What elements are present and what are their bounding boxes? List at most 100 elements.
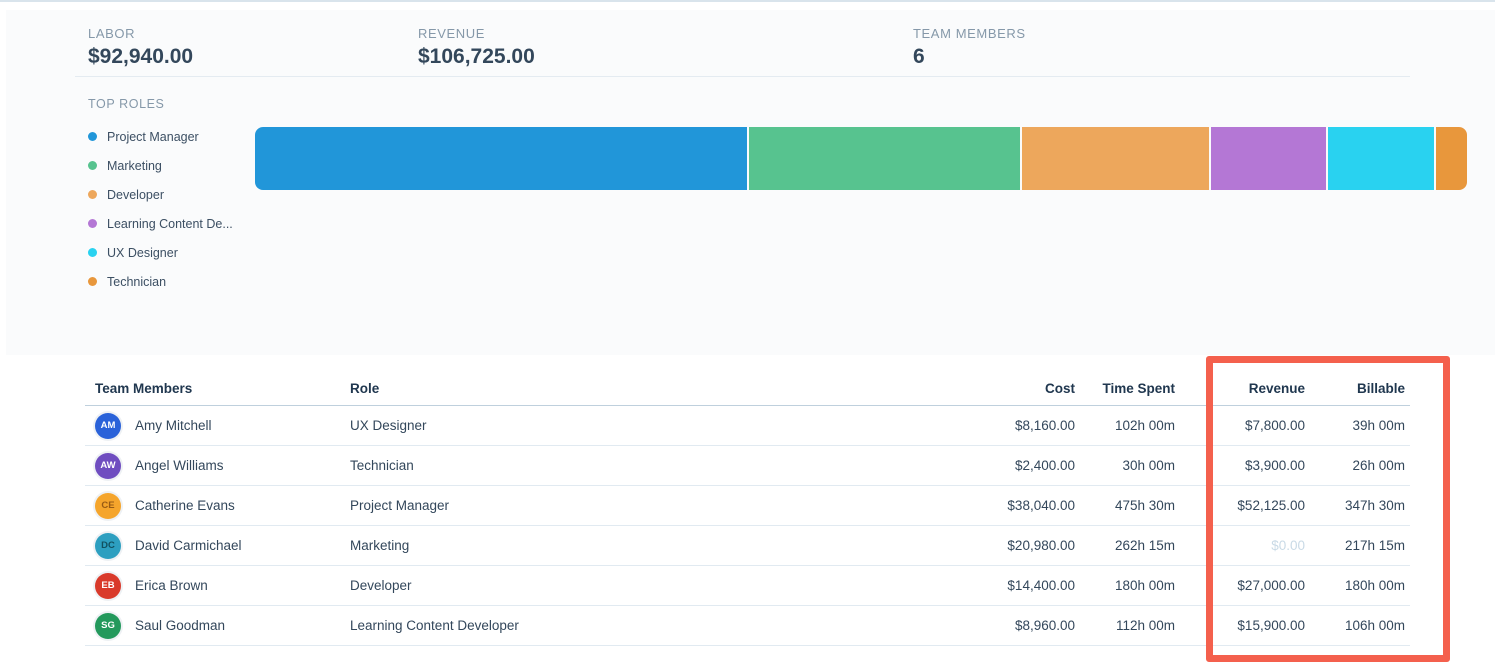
- stat-labor-label: LABOR: [88, 26, 136, 41]
- time-spent-cell: 102h 00m: [1114, 418, 1175, 433]
- role-cell: Developer: [350, 578, 412, 593]
- legend-item: Developer: [88, 180, 233, 209]
- member-cell: AW Angel Williams: [95, 452, 350, 479]
- member-name: Amy Mitchell: [135, 418, 212, 433]
- member-cell: EB Erica Brown: [95, 572, 350, 599]
- stat-revenue-label: REVENUE: [418, 26, 486, 41]
- member-name: Erica Brown: [135, 578, 208, 593]
- role-cell: Marketing: [350, 538, 410, 553]
- billable-cell: 26h 00m: [1352, 458, 1405, 473]
- avatar: SG: [95, 612, 121, 639]
- legend-label: Marketing: [107, 158, 162, 173]
- time-spent-cell: 112h 00m: [1115, 618, 1175, 633]
- member-name: Saul Goodman: [135, 618, 226, 633]
- time-spent-cell: 180h 00m: [1114, 578, 1175, 593]
- billable-cell: 39h 00m: [1352, 418, 1405, 433]
- cost-cell: $8,960.00: [1014, 618, 1075, 633]
- legend-item: Learning Content De...: [88, 209, 233, 238]
- legend-label: UX Designer: [107, 245, 178, 260]
- column-header-team-members[interactable]: Team Members: [95, 380, 193, 396]
- legend-label: Technician: [107, 274, 167, 289]
- billable-cell: 217h 15m: [1344, 538, 1405, 553]
- column-header-role[interactable]: Role: [350, 380, 380, 396]
- role-color-dot: [88, 248, 97, 257]
- column-header-cost[interactable]: Cost: [1045, 380, 1075, 396]
- avatar: EB: [95, 572, 121, 599]
- revenue-cell: $7,800.00: [1244, 418, 1305, 433]
- stat-revenue: REVENUE $106,725.00: [418, 26, 535, 69]
- role-color-dot: [88, 190, 97, 199]
- legend-label: Project Manager: [107, 129, 199, 144]
- cost-cell: $38,040.00: [1007, 498, 1075, 513]
- avatar: DC: [95, 532, 121, 559]
- table-row[interactable]: AM Amy Mitchell UX Designer $8,160.00 102h 0…: [85, 406, 1410, 446]
- bar-segment-developer[interactable]: [1022, 127, 1209, 190]
- stats-divider: [75, 76, 1410, 77]
- top-border: [0, 0, 1495, 2]
- revenue-cell: $27,000.00: [1237, 578, 1305, 593]
- column-header-revenue[interactable]: Revenue: [1248, 380, 1305, 396]
- legend-item: Marketing: [88, 151, 233, 180]
- role-cell: Learning Content Developer: [350, 618, 519, 633]
- roles-stacked-bar: [255, 127, 1468, 190]
- avatar: AM: [95, 412, 121, 439]
- time-spent-cell: 262h 15m: [1114, 538, 1175, 553]
- member-name: David Carmichael: [135, 538, 242, 553]
- legend-item: UX Designer: [88, 238, 233, 267]
- stat-team-members-label: TEAM MEMBERS: [913, 26, 1026, 41]
- stat-labor-value: $92,940.00: [88, 45, 194, 68]
- member-cell: DC David Carmichael: [95, 532, 350, 559]
- top-roles-title: TOP ROLES: [88, 97, 165, 111]
- legend-item: Project Manager: [88, 122, 233, 151]
- column-header-billable[interactable]: Billable: [1356, 380, 1405, 396]
- team-members-table: Team Members Role Cost Time Spent Revenu…: [0, 355, 1495, 646]
- stat-team-members: TEAM MEMBERS 6: [913, 26, 1026, 69]
- summary-panel: LABOR $92,940.00 REVENUE $106,725.00 TEA…: [6, 10, 1495, 355]
- avatar: CE: [95, 492, 121, 519]
- table-row[interactable]: SG Saul Goodman Learning Content Developer…: [85, 606, 1410, 646]
- member-cell: SG Saul Goodman: [95, 612, 350, 639]
- stat-team-members-value: 6: [913, 45, 925, 68]
- member-name: Catherine Evans: [135, 498, 235, 513]
- column-header-time-spent[interactable]: Time Spent: [1102, 380, 1175, 396]
- role-color-dot: [88, 219, 97, 228]
- bar-segment-marketing[interactable]: [748, 127, 1021, 190]
- legend-label: Developer: [107, 187, 164, 202]
- table-row[interactable]: AW Angel Williams Technician $2,400.00 30h 0…: [85, 446, 1410, 486]
- member-cell: CE Catherine Evans: [95, 492, 350, 519]
- table-row[interactable]: DC David Carmichael Marketing $20,980.00 262…: [85, 526, 1410, 566]
- stat-labor: LABOR $92,940.00: [88, 26, 193, 69]
- stat-revenue-value: $106,725.00: [418, 45, 535, 68]
- role-color-dot: [88, 161, 97, 170]
- cost-cell: $14,400.00: [1007, 578, 1075, 593]
- role-cell: Project Manager: [350, 498, 450, 513]
- cost-cell: $2,400.00: [1014, 458, 1075, 473]
- role-cell: UX Designer: [350, 418, 427, 433]
- legend-item: Technician: [88, 267, 233, 296]
- legend-label: Learning Content De...: [107, 216, 233, 231]
- revenue-cell: $15,900.00: [1237, 618, 1305, 633]
- bar-segment-technician[interactable]: [1435, 127, 1468, 190]
- role-cell: Technician: [350, 458, 414, 473]
- table-body: AM Amy Mitchell UX Designer $8,160.00 102h 0…: [85, 406, 1410, 646]
- role-color-dot: [88, 132, 97, 141]
- revenue-cell: $52,125.00: [1237, 498, 1305, 513]
- role-color-dot: [88, 277, 97, 286]
- bar-segment-learning-content-developer[interactable]: [1210, 127, 1326, 190]
- member-cell: AM Amy Mitchell: [95, 412, 350, 439]
- table-row[interactable]: EB Erica Brown Developer $14,400.00 180h 00m…: [85, 566, 1410, 606]
- revenue-cell: $0.00: [1271, 538, 1305, 553]
- time-spent-cell: 475h 30m: [1114, 498, 1175, 513]
- billable-cell: 347h 30m: [1344, 498, 1405, 513]
- cost-cell: $20,980.00: [1007, 538, 1075, 553]
- table-row[interactable]: CE Catherine Evans Project Manager $38,040.…: [85, 486, 1410, 526]
- table-header-row: Team Members Role Cost Time Spent Revenu…: [85, 355, 1410, 406]
- bar-segment-project-manager[interactable]: [255, 127, 747, 190]
- member-name: Angel Williams: [135, 458, 224, 473]
- bar-segment-ux-designer[interactable]: [1327, 127, 1434, 190]
- avatar: AW: [95, 452, 121, 479]
- revenue-cell: $3,900.00: [1244, 458, 1305, 473]
- top-roles-legend: Project Manager Marketing Developer Learnin…: [88, 122, 233, 296]
- billable-cell: 180h 00m: [1344, 578, 1405, 593]
